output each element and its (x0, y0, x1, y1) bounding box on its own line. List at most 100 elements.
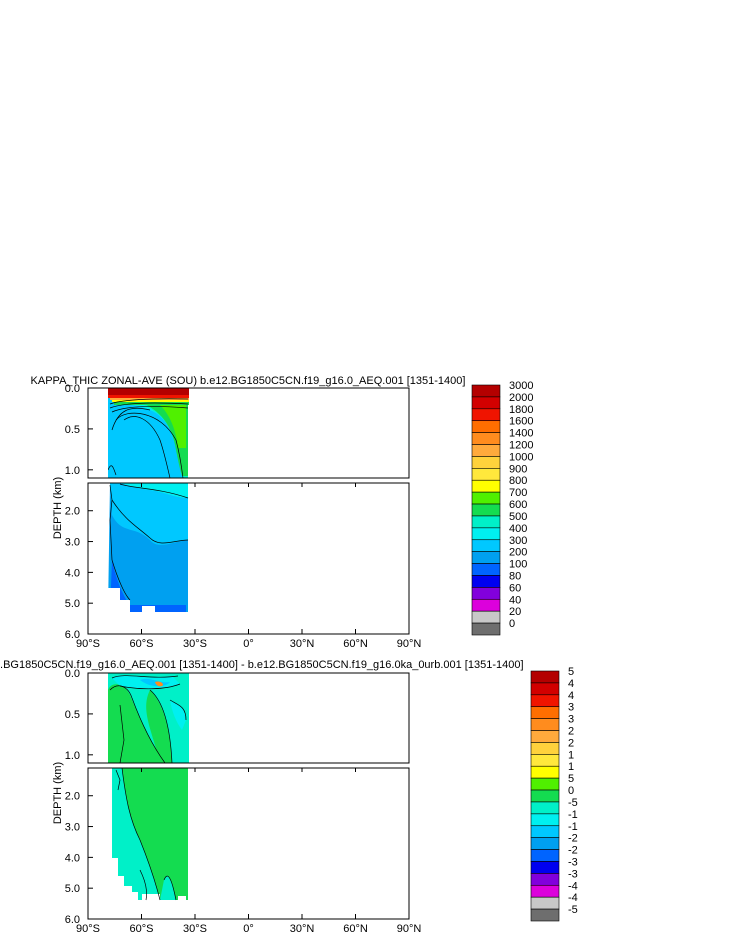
colorbar-swatch (471, 515, 501, 529)
colorbar-swatch (471, 479, 501, 493)
panel-2-y-ticks-upper: 0.0 0.5 1.0 (65, 668, 93, 762)
land-mask (88, 483, 108, 634)
colorbar-label: 0 (568, 785, 574, 797)
contour-line (109, 685, 166, 763)
contour-line (111, 559, 131, 601)
x-tick-label: 90°N (397, 923, 422, 935)
panel-1-y-ticks-lower: 2.0 3.0 4.0 5.0 6.0 (65, 506, 93, 641)
land-mask (88, 768, 112, 919)
colorbar-label: 1800 (509, 404, 533, 416)
region-0 (108, 684, 165, 763)
x-tick-label: 90°S (76, 923, 100, 935)
colorbar-label: 2 (568, 726, 574, 738)
colorbar-label: 300 (509, 535, 527, 547)
x-tick-label: 60°N (343, 923, 368, 935)
y-tick-label: 1.0 (65, 750, 80, 762)
x-tick-label: 60°S (130, 923, 154, 935)
colorbar-swatch (530, 682, 560, 696)
panel-2-ylabel: DEPTH (km) (52, 762, 64, 824)
contour-line (149, 689, 173, 763)
colorbar-swatch (530, 765, 560, 779)
colorbar-label: 20 (509, 606, 521, 618)
contour-line (111, 675, 179, 679)
region-surface-600 (114, 402, 190, 405)
panel-1-upper-field (88, 388, 409, 478)
colorbar-label: 5 (568, 773, 574, 785)
land-mask (189, 388, 409, 478)
colorbar-label: -4 (568, 892, 578, 904)
panel-1-ylabel: DEPTH (km) (52, 477, 64, 539)
panel-1: KAPPA_THIC ZONAL-AVE (SOU) b.e12.BG1850C… (31, 375, 534, 650)
x-tick-label: 60°S (130, 638, 154, 650)
colorbar-swatch (530, 801, 560, 815)
x-tick-label: 0° (243, 638, 254, 650)
colorbar-label: 60 (509, 582, 521, 594)
y-tick-label: 3.0 (65, 822, 80, 834)
colorbar-swatch (530, 670, 560, 684)
colorbar-swatch (530, 813, 560, 827)
y-tick-label: 0.5 (65, 424, 80, 436)
colorbar-swatch (530, 754, 560, 767)
colorbar-swatch (530, 861, 560, 874)
region-surface-1800 (108, 395, 190, 398)
colorbar-label: 40 (509, 594, 521, 606)
colorbar-swatch (471, 587, 501, 600)
x-tick-label: 90°N (397, 638, 422, 650)
bottom-mask (108, 588, 190, 634)
region-surface-800 (112, 400, 190, 402)
colorbar-label: 0 (509, 618, 515, 630)
colorbar-label: 2 (568, 737, 574, 749)
panel-2-x-ticks: 90°S 60°S 30°S 0° 30°N 60°N 90°N (76, 768, 421, 935)
colorbar-swatch (471, 575, 501, 588)
y-tick-label: 2.0 (65, 506, 80, 518)
colorbar-swatch (471, 563, 501, 576)
colorbar-label: 200 (509, 547, 527, 559)
colorbar-label: -5 (568, 904, 578, 916)
contour-line (119, 483, 189, 499)
colorbar-swatch (530, 825, 560, 838)
colorbar-swatch (471, 444, 501, 457)
colorbar-swatch (530, 694, 560, 708)
contour-line (115, 769, 121, 791)
colorbar-label: 1 (568, 749, 574, 761)
colorbar-swatch (471, 384, 501, 398)
panel-2-upper-frame (87, 672, 410, 764)
colorbar-swatch (471, 456, 501, 469)
y-tick-label: 4.0 (65, 852, 80, 864)
colorbar-label: 4 (568, 690, 574, 702)
panel-2: b.e12.BG1850C5CN.f19_g16.0_AEQ.001 [1351… (0, 659, 578, 935)
colorbar-swatch (530, 884, 560, 898)
contour-line (109, 402, 189, 409)
region-neg (155, 681, 163, 687)
colorbar-label: -3 (568, 868, 578, 880)
region-400 (110, 483, 188, 545)
contour-line (169, 699, 187, 721)
land-mask (189, 483, 409, 634)
panel-2-upper-field (88, 673, 409, 763)
y-tick-label: 5.0 (65, 883, 80, 895)
colorbar-swatch (530, 873, 560, 886)
panel-1-x-ticks: 90°S 60°S 30°S 0° 30°N 60°N 90°N (76, 483, 421, 650)
contour-line (109, 398, 189, 405)
colorbar-label: -3 (568, 856, 578, 868)
colorbar-label: 80 (509, 570, 521, 582)
colorbar-swatch (471, 610, 501, 624)
colorbar-label: 500 (509, 511, 527, 523)
colorbar-label: -4 (568, 880, 578, 892)
region-700 (160, 404, 186, 448)
colorbar-label: 900 (509, 463, 527, 475)
panel-2-y-ticks-lower: 2.0 3.0 4.0 5.0 6.0 (65, 791, 93, 926)
colorbar-label: 100 (509, 559, 527, 571)
x-tick-label: 30°N (290, 638, 315, 650)
contour-line (109, 484, 113, 561)
colorbar-label: -2 (568, 833, 578, 845)
x-tick-label: 30°S (183, 638, 207, 650)
x-tick-label: 30°N (290, 923, 315, 935)
y-tick-label: 5.0 (65, 598, 80, 610)
region-neg (112, 768, 119, 840)
x-tick-label: 0° (243, 923, 254, 935)
colorbar-swatch (530, 777, 560, 791)
contour-line (111, 407, 151, 431)
land-mask (189, 673, 409, 763)
